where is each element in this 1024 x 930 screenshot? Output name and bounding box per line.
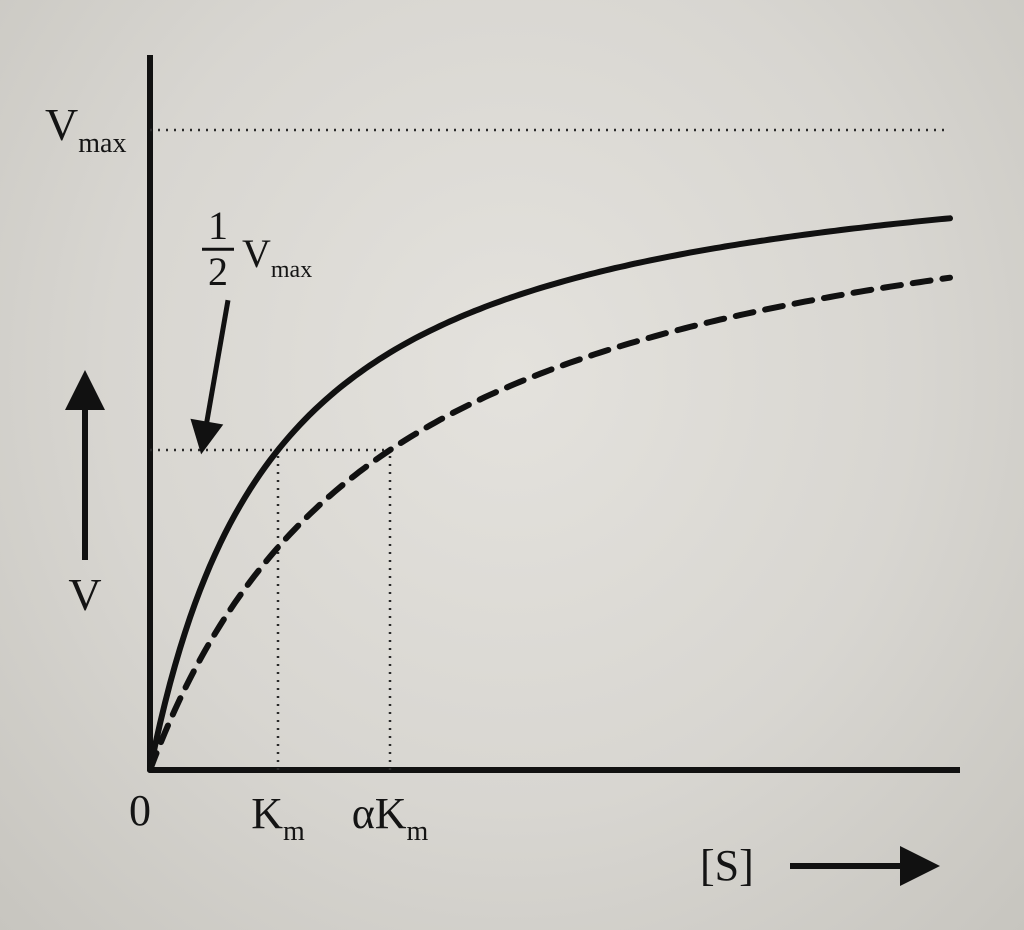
half-vmax-annotation: 12 Vmax: [202, 203, 312, 294]
y-axis-label-group: V: [68, 390, 101, 620]
half-vmax-arrow-line: [204, 300, 228, 438]
y-axis-label: V: [68, 569, 101, 620]
vmax-text: Vmax: [45, 99, 126, 159]
x-axis-label-group: [S]: [700, 841, 920, 890]
kinetics-plot: V [S] Vmax 0 KmαKm 12 Vmax: [0, 0, 1024, 930]
svg-text:1: 1: [208, 203, 228, 248]
reference-lines: [150, 130, 950, 770]
svg-text:2: 2: [208, 249, 228, 294]
origin-label: 0: [129, 786, 151, 835]
vmax-label: Vmax: [45, 99, 126, 159]
x-tick-labels: KmαKm: [251, 789, 428, 847]
xtick-Km: Km: [251, 789, 305, 847]
curve-inhibited: [150, 278, 950, 770]
half-vmax-arrow: [204, 300, 228, 438]
axes: [150, 55, 960, 770]
svg-text:Vmax: Vmax: [242, 231, 312, 283]
curve-uninhibited: [150, 218, 950, 770]
curves: [150, 218, 950, 770]
x-axis-label: [S]: [700, 841, 754, 890]
xtick-aKm: αKm: [352, 789, 429, 847]
